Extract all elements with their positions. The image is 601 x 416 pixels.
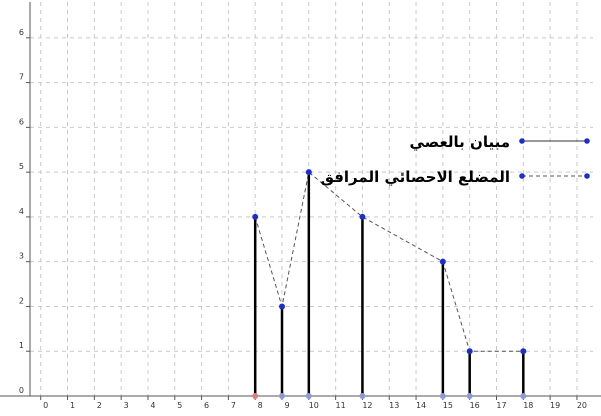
y-tick-label: 1 [19,341,24,350]
x-tick-label: 11 [336,401,346,410]
y-tick-label: 7 [19,73,24,82]
x-tick-label: 3 [124,401,129,410]
stick-base-point [305,393,312,399]
y-tick-label: 4 [19,207,24,216]
x-tick-label: 16 [470,401,480,410]
stick-base-point [439,393,446,399]
x-tick-label: 9 [284,401,289,410]
stick-top-point [305,169,312,176]
legend-item-polygon: المضلع الاحصائي المرافق [321,168,590,186]
legend-label: مبيان بالعصي [409,133,510,151]
x-tick-label: 6 [204,401,209,410]
x-tick-label: 4 [150,401,155,410]
y-tick-label: 5 [19,162,24,171]
legend-item-sticks: مبيان بالعصي [409,133,590,151]
legend-marker [584,173,590,179]
x-tick-label: 7 [231,401,236,410]
y-tick-label: 2 [19,296,24,305]
x-tick-label: 8 [258,401,263,410]
legend-marker [584,138,590,144]
stick-base-point [520,393,527,399]
axes [0,2,601,397]
y-tick-label: 6 [19,117,24,126]
x-tick-label: 0 [43,401,48,410]
grid [30,2,593,396]
x-tick-label: 10 [309,401,319,410]
x-tick-label: 5 [177,401,182,410]
stick-base-point [359,393,366,399]
y-tick-label: 3 [19,252,24,261]
x-tick-label: 13 [389,401,399,410]
stick-top-point [439,258,446,265]
stick-top-point [520,348,527,355]
x-tick-label: 17 [496,401,506,410]
legend-label: المضلع الاحصائي المرافق [321,168,510,186]
x-tick-label: 18 [523,401,533,410]
stick-top-point [252,213,259,220]
stick-top-point [359,213,366,220]
stick-top-point [279,303,286,310]
legend: مبيان بالعصي المضلع الاحصائي المرافق [321,133,590,186]
x-tick-label: 15 [443,401,453,410]
x-tick-label: 19 [550,401,560,410]
tick-labels: 0 1 2 3 4 5 6 7 8 9 10 11 12 13 14 15 16 17 18 19 2001234567… [19,28,587,410]
y-tick-label: 0 [19,386,24,395]
legend-marker [519,138,525,144]
plot-area [252,169,527,399]
x-tick-label: 2 [97,401,102,410]
y-tick-label: 6 [19,28,24,37]
x-tick-label: 12 [362,401,372,410]
stick-top-point [466,348,473,355]
x-tick-label: 1 [70,401,75,410]
stick-base-point [466,393,473,399]
legend-marker [519,173,525,179]
stick-base-point [252,393,259,399]
x-tick-label: 14 [416,401,426,410]
stick-base-point [279,393,286,399]
x-tick-label: 20 [577,401,587,410]
